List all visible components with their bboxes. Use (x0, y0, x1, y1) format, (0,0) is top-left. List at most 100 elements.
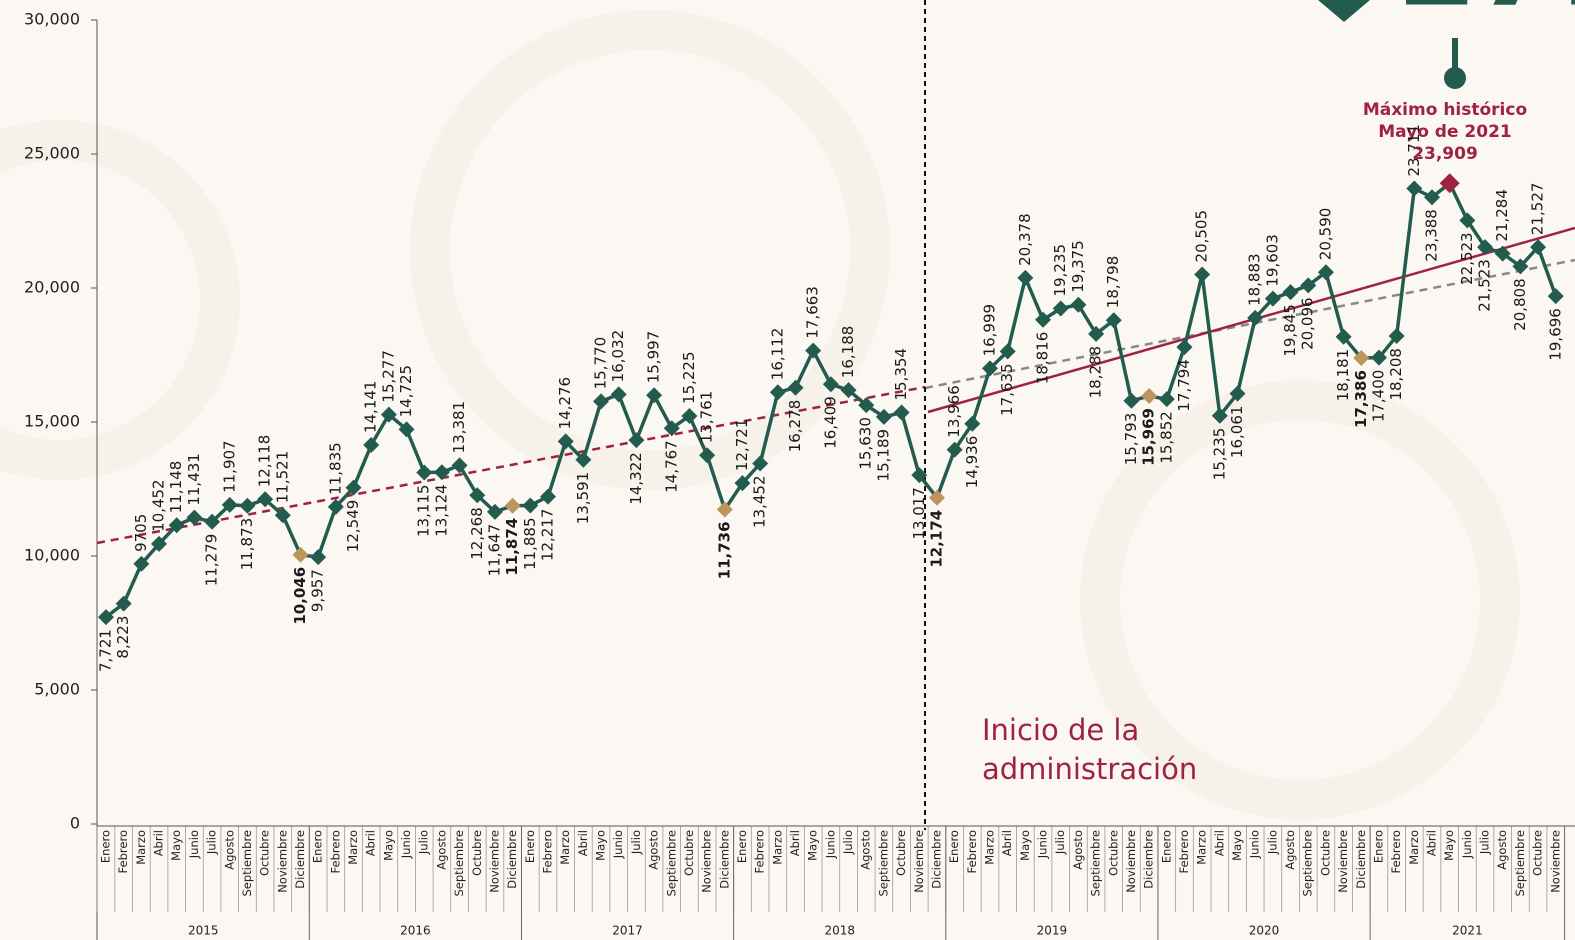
data-label: 16,188 (839, 326, 857, 379)
data-label: 18,288 (1087, 346, 1105, 399)
marker (522, 497, 539, 514)
marker (858, 397, 875, 414)
marker (716, 501, 733, 518)
x-tick-label: Septiembre (664, 830, 678, 897)
data-label: 19,235 (1051, 244, 1069, 297)
marker (699, 447, 716, 464)
marker (310, 549, 327, 566)
data-label: 11,885 (521, 517, 539, 570)
data-label: 17,635 (998, 363, 1016, 416)
marker (1123, 392, 1140, 409)
x-tick-label: Marzo (770, 830, 784, 865)
year-label: 2017 (612, 924, 643, 938)
x-tick-label: Mayo (1230, 830, 1244, 861)
x-tick-label: Febrero (328, 830, 342, 873)
data-label: 15,225 (680, 351, 698, 404)
x-tick-label: Agosto (222, 830, 236, 870)
marker (663, 420, 680, 437)
data-label: 13,017 (910, 487, 928, 540)
x-tick-label: Octubre (258, 830, 272, 876)
marker (1406, 180, 1423, 197)
data-label: 19,375 (1069, 240, 1087, 293)
x-tick-label: Diciembre (929, 830, 943, 889)
admin-note: Inicio de la (982, 713, 1139, 747)
pattern (410, 10, 890, 490)
marker (469, 487, 486, 504)
data-label: 13,452 (751, 475, 769, 528)
marker (1317, 264, 1334, 281)
marker (575, 451, 592, 468)
x-tick-label: Marzo (983, 830, 997, 865)
marker (151, 535, 168, 552)
data-label: 11,521 (273, 451, 291, 504)
x-tick-label: Febrero (541, 830, 555, 873)
marker (557, 433, 574, 450)
y-tick-label: 15,000 (24, 412, 80, 431)
marker (1017, 269, 1034, 286)
x-tick-label: Julio (205, 830, 219, 855)
data-label: 11,148 (167, 461, 185, 514)
data-label: 13,124 (432, 484, 450, 537)
marker (1530, 239, 1547, 256)
marker (1353, 350, 1370, 367)
marker (840, 382, 857, 399)
x-tick-label: Noviembre (1336, 830, 1350, 893)
y-tick-label: 0 (70, 814, 80, 833)
data-label: 10,452 (150, 479, 168, 532)
data-label: 15,852 (1157, 411, 1175, 464)
marker (1158, 391, 1175, 408)
x-tick-label: Noviembre (1548, 830, 1562, 893)
data-label: 18,883 (1246, 253, 1264, 306)
x-tick-label: Agosto (1495, 830, 1509, 870)
marker (433, 464, 450, 481)
x-tick-label: Octubre (470, 830, 484, 876)
data-label: 11,647 (485, 524, 503, 577)
pattern (1080, 380, 1520, 820)
data-label: 21,284 (1493, 189, 1511, 242)
data-label: 11,874 (503, 518, 521, 576)
x-tick-label: Octubre (1106, 830, 1120, 876)
x-tick-label: Noviembre (275, 830, 289, 893)
year-label: 2015 (188, 924, 219, 938)
data-label: 13,761 (698, 391, 716, 444)
year-label: 2016 (400, 924, 431, 938)
marker (911, 467, 928, 484)
data-label: 14,936 (963, 436, 981, 489)
data-label: 20,096 (1299, 297, 1317, 350)
down-arrow (1318, 0, 1370, 22)
background-pattern (0, 10, 1520, 820)
x-tick-label: Noviembre (912, 830, 926, 893)
x-tick-label: Febrero (116, 830, 130, 873)
marker (769, 384, 786, 401)
y-tick-label: 30,000 (24, 10, 80, 29)
y-tick-label: 25,000 (24, 144, 80, 163)
marker (416, 464, 433, 481)
marker (1264, 290, 1281, 307)
annotation: Máximo histórico (1363, 100, 1527, 120)
x-tick-label: Noviembre (700, 830, 714, 893)
x-tick-label: Junio (823, 830, 837, 859)
data-label: 7,721 (97, 629, 115, 672)
marker (1335, 328, 1352, 345)
data-label: 11,736 (715, 521, 733, 579)
x-tick-label: Julio (1053, 830, 1067, 855)
pin-head (1444, 67, 1466, 89)
marker (1477, 239, 1494, 256)
x-tick-label: Mayo (1442, 830, 1456, 861)
data-label: 15,770 (592, 337, 610, 390)
data-label: 10,046 (291, 567, 309, 625)
data-label: 16,278 (786, 400, 804, 453)
x-tick-label: Mayo (1018, 830, 1032, 861)
x-tick-label: Enero (311, 830, 325, 863)
admin-note: administración (982, 752, 1197, 786)
marker (1370, 349, 1387, 366)
data-label: 18,208 (1387, 348, 1405, 401)
data-label: 11,907 (220, 440, 238, 493)
data-label: 18,798 (1104, 256, 1122, 309)
x-tick-label: Agosto (859, 830, 873, 870)
data-label: 23,711 (1405, 124, 1423, 177)
marker (98, 609, 114, 626)
x-tick-label: Agosto (1071, 830, 1085, 870)
marker (1088, 325, 1105, 342)
